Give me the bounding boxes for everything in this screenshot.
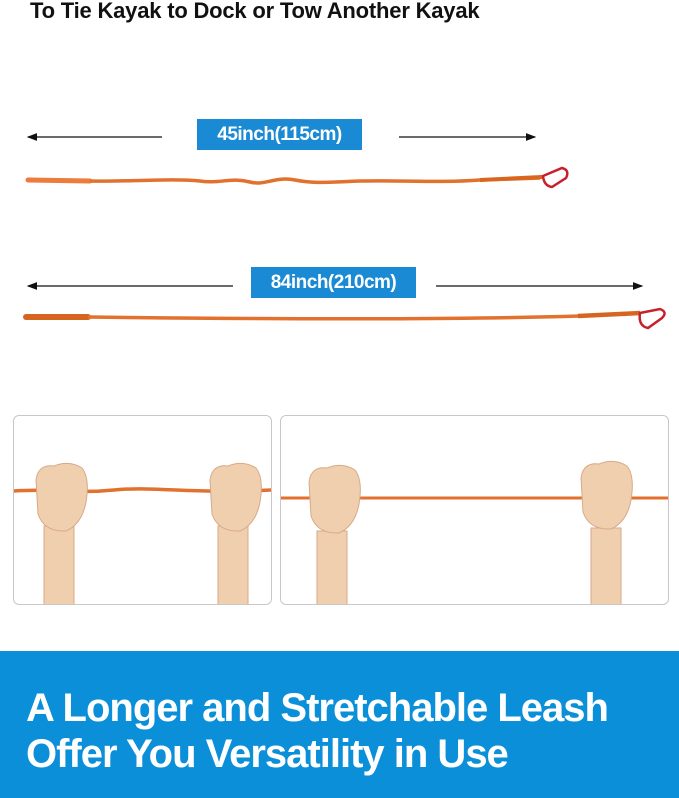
headline-line-2: Offer You Versatility in Use — [26, 732, 509, 776]
right-hand-icon — [580, 460, 633, 604]
long-leash-image — [23, 307, 666, 330]
short-leash-image — [25, 166, 569, 189]
right-hand-icon — [209, 462, 262, 604]
headline-line-1: A Longer and Stretchable Leash — [26, 686, 609, 730]
top-title: To Tie Kayak to Dock or Tow Another Kaya… — [30, 0, 480, 23]
photo-relaxed-leash — [13, 415, 272, 605]
length-label-84: 84inch(210cm) — [251, 267, 416, 298]
headline-banner: A Longer and Stretchable Leash Offer You… — [0, 651, 679, 798]
leash-diagram — [23, 133, 666, 330]
headline: A Longer and Stretchable Leash Offer You… — [26, 685, 609, 777]
left-hand-icon — [308, 464, 361, 604]
photo-stretched-leash — [280, 415, 669, 605]
left-hand-icon — [35, 462, 88, 604]
length-label-45: 45inch(115cm) — [197, 119, 362, 150]
